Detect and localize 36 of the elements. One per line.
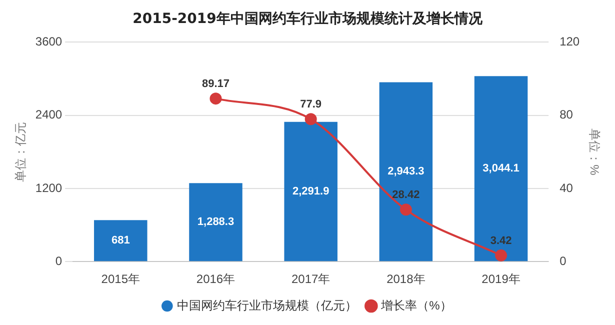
data-label: 2,943.3 bbox=[388, 166, 424, 178]
y-axis-title: 单位：亿元 bbox=[14, 122, 28, 182]
legend-label: 中国网约车行业市场规模（亿元） bbox=[177, 298, 358, 312]
point bbox=[400, 204, 412, 216]
data-label: 681 bbox=[111, 234, 130, 247]
point bbox=[304, 113, 317, 126]
data-label: 28.42 bbox=[392, 189, 420, 202]
y-tick-label: 1200 bbox=[35, 180, 62, 195]
y-tick-label: 3600 bbox=[35, 34, 62, 49]
bar bbox=[379, 82, 433, 262]
y2-tick-label: 120 bbox=[560, 34, 580, 49]
point bbox=[210, 92, 222, 105]
y2-axis-title: 单位：% bbox=[587, 128, 602, 176]
data-label: 1,288.3 bbox=[197, 216, 234, 228]
point bbox=[495, 249, 508, 262]
data-label: 3,044.1 bbox=[482, 162, 520, 175]
bar bbox=[284, 122, 338, 262]
bar bbox=[94, 220, 148, 262]
chart-title: 2015-2019年中国网约车行业市场规模统计及增长情况 bbox=[132, 10, 484, 28]
x-tick-label: 2019年 bbox=[482, 272, 520, 286]
y-tick-label: 2400 bbox=[35, 108, 62, 122]
x-tick-label: 2015年 bbox=[101, 272, 140, 286]
data-label: 89.17 bbox=[202, 78, 230, 90]
data-label: 2,291.9 bbox=[292, 186, 330, 198]
legend-label: 增长率（%） bbox=[380, 298, 452, 312]
y2-tick-label: 80 bbox=[560, 108, 574, 122]
x-tick-label: 2018年 bbox=[386, 272, 426, 286]
y-tick-label: 0 bbox=[55, 254, 62, 268]
data-label: 77.9 bbox=[300, 98, 322, 111]
bar bbox=[189, 183, 242, 262]
y2-tick-label: 0 bbox=[560, 254, 567, 268]
x-tick-label: 2016年 bbox=[196, 272, 236, 286]
bar bbox=[474, 76, 528, 262]
data-label: 3.42 bbox=[490, 234, 512, 247]
y2-tick-label: 40 bbox=[560, 180, 574, 195]
x-tick-label: 2017年 bbox=[291, 272, 330, 286]
